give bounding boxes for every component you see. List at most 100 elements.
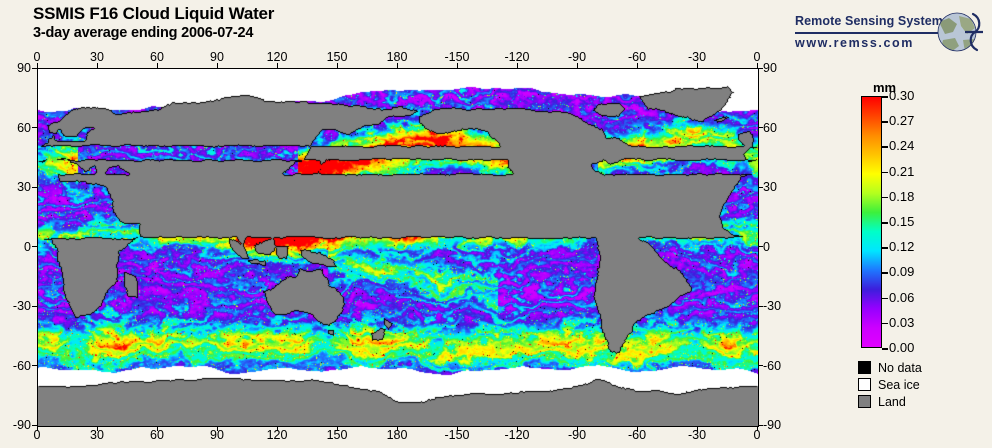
- x-axis-tick-label: -120: [504, 50, 530, 64]
- colorbar-tick-label: 0.09: [889, 264, 915, 280]
- x-axis-tickmark: [696, 426, 698, 431]
- logo-website-url: www.remss.com: [795, 36, 914, 50]
- x-axis-tickmark: [156, 426, 158, 431]
- colorbar-tickmark: [882, 96, 888, 98]
- y-axis-tick-label: 60: [763, 120, 777, 135]
- y-axis-tick-label: 90: [763, 61, 777, 75]
- earth-globe-icon: [937, 12, 983, 52]
- x-axis-tick-label: 90: [210, 428, 224, 442]
- y-axis-tick-label: 30: [17, 180, 31, 194]
- x-axis-tick-label: 180: [386, 428, 408, 442]
- page-subtitle: 3-day average ending 2006-07-24: [33, 25, 254, 41]
- x-axis-tickmark: [636, 63, 638, 68]
- x-axis-tick-label: -150: [444, 428, 470, 442]
- title-block: SSMIS F16 Cloud Liquid Water 3-day avera…: [33, 4, 274, 42]
- x-axis-tickmark: [756, 426, 758, 431]
- colorbar-tickmark: [882, 272, 888, 274]
- colorbar-tick-label: 0.18: [889, 188, 915, 204]
- colorbar-tickmark: [882, 222, 888, 224]
- x-axis-tick-label: 150: [326, 50, 348, 64]
- y-axis-tickmark: [758, 127, 763, 128]
- x-axis-tickmark: [576, 63, 578, 68]
- colorbar-tickmark: [882, 348, 888, 350]
- y-axis-tickmark: [32, 365, 37, 366]
- x-axis-tick-label: -30: [687, 428, 707, 442]
- x-axis-tick-label: 30: [90, 428, 104, 442]
- map-data-canvas: [38, 69, 758, 426]
- y-axis-tick-label: -60: [12, 358, 31, 373]
- legend-swatch: [858, 395, 871, 408]
- colorbar-tickmark: [882, 297, 888, 300]
- y-axis-tick-label: -90: [12, 418, 31, 432]
- x-axis-tick-label: -30: [687, 50, 707, 64]
- y-axis-tickmark: [758, 246, 763, 247]
- x-axis-tickmark: [396, 63, 398, 68]
- colorbar-tick-label: 0.03: [889, 314, 915, 330]
- x-axis-tickmark: [576, 426, 578, 431]
- x-axis-tick-label: 90: [210, 50, 224, 64]
- x-axis-tickmark: [36, 63, 38, 68]
- x-axis-tickmark: [516, 426, 518, 431]
- y-axis-tick-label: 30: [763, 180, 777, 194]
- y-axis-tickmark: [32, 305, 37, 307]
- colorbar-tick-label: 0.12: [889, 239, 915, 255]
- y-axis-tickmark: [32, 246, 37, 247]
- legend-label: No data: [878, 360, 922, 375]
- x-axis-tickmark: [636, 426, 638, 431]
- y-axis-tickmark: [32, 424, 37, 426]
- x-axis-tickmark: [456, 63, 458, 68]
- x-axis-tickmark: [156, 63, 158, 68]
- x-axis-tick-label: -90: [567, 50, 587, 64]
- colorbar-tick-label: 0.21: [889, 163, 915, 179]
- y-axis-tick-label: -60: [763, 358, 782, 373]
- x-axis-tickmark: [216, 63, 218, 68]
- x-axis-tickmark: [96, 426, 98, 431]
- y-axis-tickmark: [32, 127, 37, 128]
- y-axis-tick-label: -90: [763, 418, 782, 432]
- x-axis-tick-label: -60: [627, 50, 647, 64]
- x-axis-tick-label: -90: [567, 428, 587, 442]
- x-axis-tick-label: -120: [504, 428, 530, 442]
- x-axis-tick-label: 180: [386, 50, 408, 64]
- colorbar-tickmark: [882, 171, 888, 174]
- page-title: SSMIS F16 Cloud Liquid Water: [33, 4, 275, 23]
- x-axis-tick-label: 0: [753, 428, 761, 442]
- logo-organization-name: Remote Sensing Systems: [795, 14, 951, 28]
- x-axis-tick-label: 0: [753, 50, 761, 64]
- x-axis-tickmark: [336, 426, 338, 431]
- colorbar-tick-label: 0.00: [889, 340, 915, 355]
- colorbar-tickmark: [882, 146, 888, 148]
- x-axis-tickmark: [216, 426, 218, 431]
- x-axis-tick-label: 30: [90, 50, 104, 64]
- y-axis-tick-label: 60: [17, 120, 31, 135]
- x-axis-tickmark: [516, 63, 518, 68]
- map-legend: No data Sea ice Land: [858, 359, 922, 410]
- y-axis-tickmark: [32, 186, 37, 188]
- colorbar-tickmark: [882, 196, 888, 199]
- x-axis-tickmark: [96, 63, 98, 68]
- legend-label: Land: [878, 394, 906, 409]
- x-axis-tickmark: [396, 426, 398, 431]
- logo-divider: [795, 32, 943, 34]
- colorbar-tickmark: [882, 322, 888, 325]
- y-axis-tickmark: [758, 365, 763, 366]
- y-axis-tickmark: [758, 424, 763, 426]
- legend-item: No data: [858, 359, 922, 376]
- x-axis-tickmark: [276, 426, 278, 431]
- x-axis-tick-label: 120: [266, 50, 288, 64]
- colorbar-tick-label: 0.15: [889, 214, 915, 229]
- legend-swatch: [858, 378, 871, 391]
- colorbar-unit-label: mm: [873, 80, 897, 95]
- y-axis-tickmark: [758, 186, 763, 188]
- cloud-liquid-water-map: [37, 68, 759, 427]
- y-axis-tickmark: [758, 67, 763, 69]
- x-axis-tick-label: -60: [627, 428, 647, 442]
- legend-label: Sea ice: [878, 377, 920, 392]
- legend-swatch: [858, 361, 871, 374]
- x-axis-tick-label: -150: [444, 50, 470, 64]
- y-axis-tick-label: 0: [763, 239, 770, 254]
- x-axis-tick-label: 0: [33, 428, 41, 442]
- x-axis-tickmark: [696, 63, 698, 68]
- x-axis-tickmark: [336, 63, 338, 68]
- remss-logo: Remote Sensing Systems www.remss.com: [795, 12, 985, 60]
